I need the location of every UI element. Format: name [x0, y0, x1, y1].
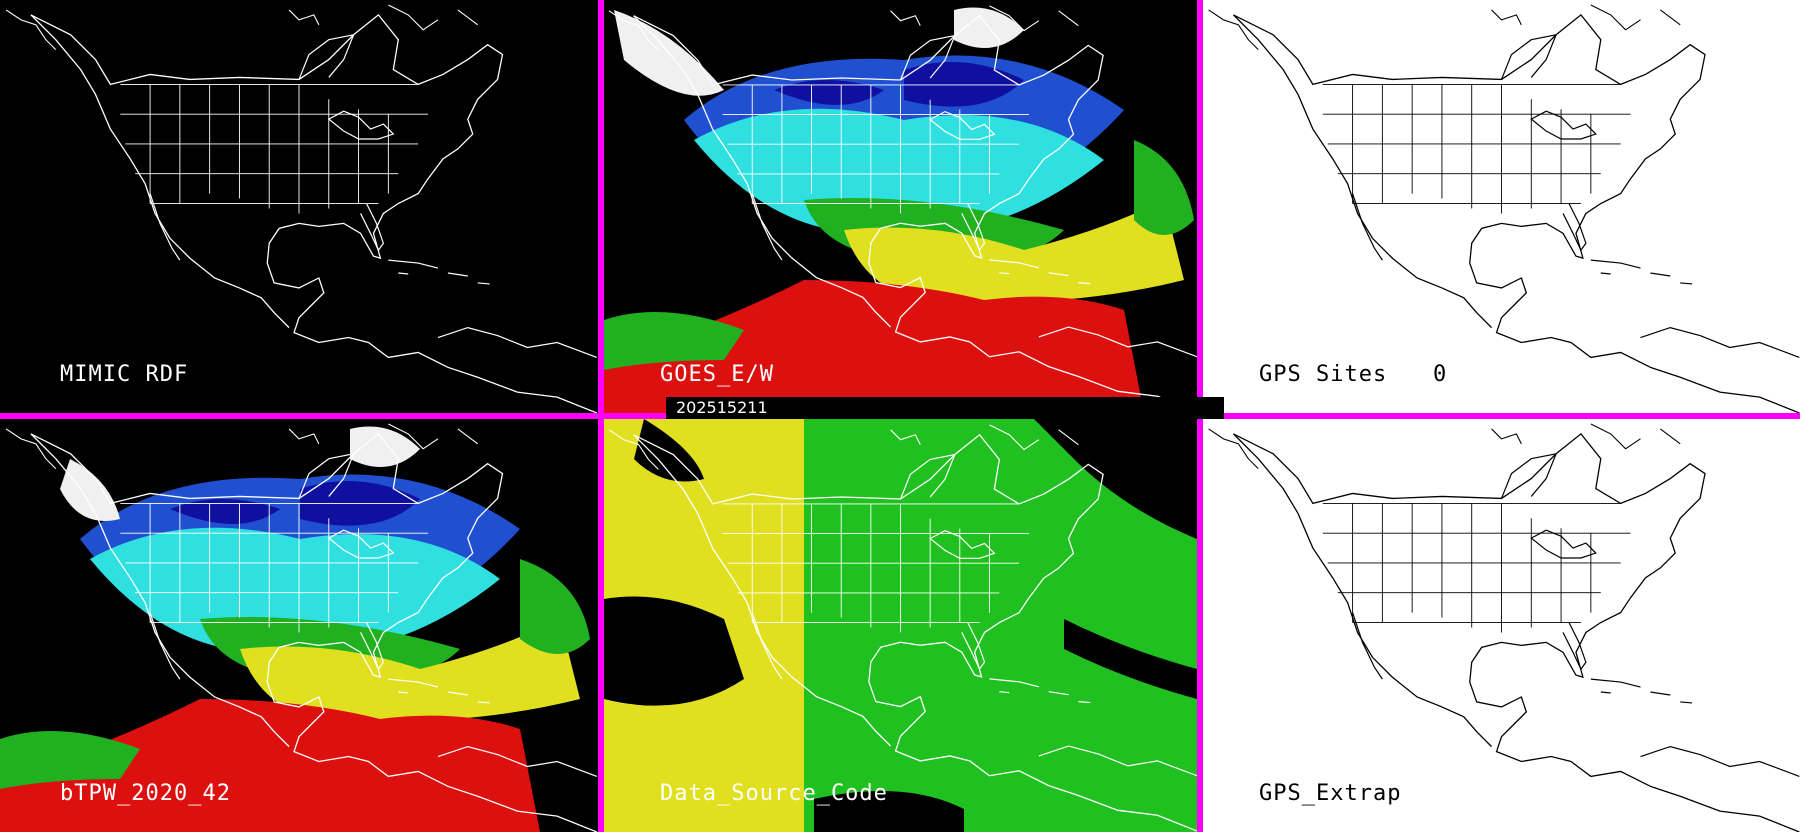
tpw-field — [0, 423, 598, 832]
panel-label: GPS Sites — [1259, 362, 1388, 387]
panel-label: Data_Source_Code — [660, 781, 888, 806]
source-code-field — [604, 419, 1197, 832]
panel-mimic-rdf: MIMIC RDF — [0, 0, 598, 413]
panel-btpw: bTPW_2020_42 — [0, 419, 598, 832]
map-outline — [1203, 0, 1800, 413]
tpw-field — [604, 5, 1197, 413]
panel-label: GOES_E/W — [660, 362, 774, 387]
timestamp: 202515211 — [666, 397, 1224, 419]
panel-label: bTPW_2020_42 — [60, 781, 231, 806]
panel-gps-sites: GPS Sites 0 — [1203, 0, 1800, 413]
panel-data-source-code: Data_Source_Code — [604, 419, 1197, 832]
map-outline — [0, 0, 598, 413]
panel-label: GPS_Extrap — [1259, 781, 1402, 806]
gps-site-count: 0 — [1433, 362, 1448, 387]
panel-label: MIMIC RDF — [60, 362, 189, 387]
panel-goes-ew: GOES_E/W — [604, 0, 1197, 413]
panel-gps-extrap: GPS_Extrap — [1203, 419, 1800, 832]
map-outline — [1203, 419, 1800, 832]
